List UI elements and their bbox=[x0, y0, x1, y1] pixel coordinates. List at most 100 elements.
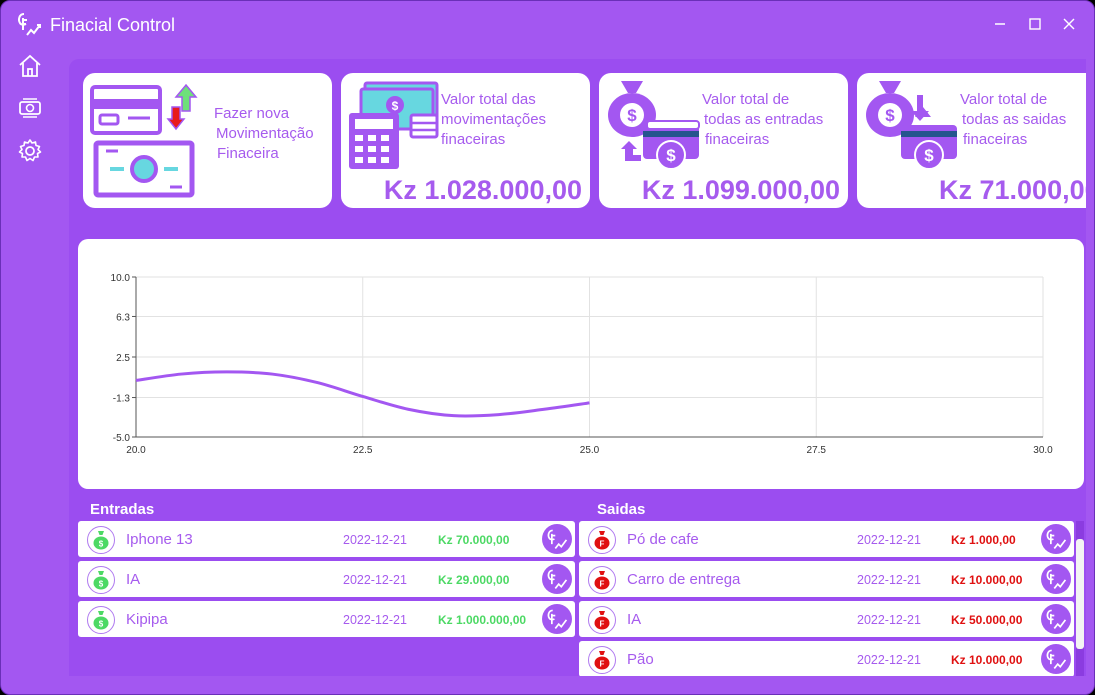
table-row[interactable]: $ Iphone 13 2022-12-21 Kz 70.000,00 bbox=[78, 521, 575, 557]
close-button[interactable] bbox=[1054, 9, 1084, 39]
money-bag-green-icon: $ bbox=[93, 571, 109, 590]
y-tick-label: -1.3 bbox=[113, 394, 131, 405]
chart-panel: 20.0 22.5 25.0 27.5 30.0 10.0 6.3 2.5 -1.3 -5.0 bbox=[78, 239, 1084, 489]
money-bag-red-icon-wrapper: F bbox=[588, 606, 616, 634]
money-bag-red-icon-wrapper: F bbox=[588, 646, 616, 674]
money-bag-green-icon: $ bbox=[93, 531, 109, 550]
transaction-name: IA bbox=[126, 571, 141, 588]
transaction-date: 2022-12-21 bbox=[343, 573, 407, 587]
maximize-button[interactable] bbox=[1020, 9, 1050, 39]
svg-text:F: F bbox=[600, 620, 605, 629]
y-tick-label: -5.0 bbox=[113, 433, 131, 444]
x-tick-label: 22.5 bbox=[353, 445, 373, 456]
transaction-date: 2022-12-21 bbox=[343, 533, 407, 547]
transaction-date: 2022-12-21 bbox=[857, 653, 921, 667]
card-title: Fazer nova Movimentação Finaceira bbox=[214, 105, 314, 162]
logo-icon bbox=[1046, 529, 1067, 549]
new-transaction-card[interactable]: Fazer nova Movimentação Finaceira bbox=[83, 73, 332, 208]
row-action-button[interactable] bbox=[542, 524, 572, 554]
total-expenses-card: $ $ Valor total de todas as saidas finac… bbox=[857, 73, 1086, 208]
card-title: Valor total das movimentações finaceiras bbox=[441, 91, 547, 148]
transaction-amount: Kz 10.000,00 bbox=[951, 653, 1023, 667]
transaction-amount: Kz 1.000,00 bbox=[951, 533, 1016, 547]
money-bag-green-icon-wrapper: $ bbox=[87, 526, 115, 554]
row-action-button[interactable] bbox=[542, 604, 572, 634]
maximize-icon bbox=[1029, 18, 1041, 30]
card-title: Valor total de todas as entradas finacei… bbox=[702, 91, 824, 148]
svg-text:F: F bbox=[600, 580, 605, 589]
table-row[interactable]: F Carro de entrega 2022-12-21 Kz 10.000,00 bbox=[579, 561, 1074, 597]
money-bag-red-icon: F bbox=[594, 531, 610, 550]
income-section-title: Entradas bbox=[90, 501, 155, 518]
logo-icon bbox=[547, 569, 568, 589]
money-bag-green-icon: $ bbox=[93, 611, 109, 630]
scrollbar-thumb[interactable] bbox=[1076, 539, 1084, 649]
money-bag-red-icon: F bbox=[594, 651, 610, 670]
row-action-button[interactable] bbox=[1041, 524, 1071, 554]
transaction-name: Pão bbox=[627, 651, 654, 668]
calculator-money-icon: $ bbox=[349, 81, 439, 169]
table-row[interactable]: $ Kipipa 2022-12-21 Kz 1.000.000,00 bbox=[78, 601, 575, 637]
minimize-button[interactable] bbox=[985, 9, 1015, 39]
minimize-icon bbox=[995, 23, 1005, 25]
svg-text:$: $ bbox=[99, 580, 104, 589]
svg-text:$: $ bbox=[392, 99, 399, 113]
income-money-bag-icon: $ $ bbox=[608, 81, 700, 170]
table-row[interactable]: F IA 2022-12-21 Kz 50.000,00 bbox=[579, 601, 1074, 637]
svg-text:F: F bbox=[600, 540, 605, 549]
series-line bbox=[135, 370, 590, 418]
table-row[interactable]: F Pó de cafe 2022-12-21 Kz 1.000,00 bbox=[579, 521, 1074, 557]
settings-button[interactable] bbox=[14, 135, 46, 167]
money-bag-red-icon-wrapper: F bbox=[588, 526, 616, 554]
transaction-date: 2022-12-21 bbox=[857, 573, 921, 587]
logo-icon bbox=[547, 529, 568, 549]
transaction-amount: Kz 10.000,00 bbox=[951, 573, 1023, 587]
gear-icon bbox=[18, 139, 42, 162]
money-bag-red-icon: F bbox=[594, 611, 610, 630]
transaction-date: 2022-12-21 bbox=[857, 533, 921, 547]
table-row[interactable]: $ IA 2022-12-21 Kz 29.000,00 bbox=[78, 561, 575, 597]
title-bar: Finacial Control bbox=[1, 1, 1094, 47]
total-expenses-value: Kz 71.000,00 bbox=[939, 175, 1086, 205]
svg-text:$: $ bbox=[99, 540, 104, 549]
money-bag-red-icon-wrapper: F bbox=[588, 566, 616, 594]
window-title: Finacial Control bbox=[50, 15, 176, 35]
svg-text:F: F bbox=[600, 660, 605, 669]
transaction-name: Pó de cafe bbox=[627, 531, 699, 548]
transaction-amount: Kz 1.000.000,00 bbox=[438, 613, 527, 627]
finance-button[interactable] bbox=[14, 92, 46, 124]
transaction-amount: Kz 29.000,00 bbox=[438, 573, 510, 587]
x-tick-label: 25.0 bbox=[580, 445, 600, 456]
money-bag-green-icon-wrapper: $ bbox=[87, 606, 115, 634]
svg-text:$: $ bbox=[924, 146, 934, 165]
money-icon bbox=[19, 98, 41, 118]
x-tick-label: 30.0 bbox=[1033, 445, 1053, 456]
transaction-amount: Kz 50.000,00 bbox=[951, 613, 1023, 627]
logo-icon bbox=[1046, 609, 1067, 629]
transaction-name: Kipipa bbox=[126, 611, 168, 628]
transaction-name: IA bbox=[627, 611, 642, 628]
home-button[interactable] bbox=[14, 50, 46, 82]
y-tick-label: 6.3 bbox=[116, 312, 130, 323]
svg-text:$: $ bbox=[666, 146, 676, 165]
table-row[interactable]: F Pão 2022-12-21 Kz 10.000,00 bbox=[579, 641, 1074, 676]
x-tick-label: 20.0 bbox=[126, 445, 146, 456]
svg-text:$: $ bbox=[885, 106, 895, 125]
svg-text:$: $ bbox=[627, 106, 637, 125]
money-bag-red-icon: F bbox=[594, 571, 610, 590]
main-content: Fazer nova Movimentação Finaceira $ bbox=[69, 59, 1086, 676]
line-chart: 20.0 22.5 25.0 27.5 30.0 10.0 6.3 2.5 -1.3 -5.0 bbox=[111, 273, 1054, 456]
money-bag-green-icon-wrapper: $ bbox=[87, 566, 115, 594]
transaction-illustration-icon bbox=[90, 83, 198, 198]
row-action-button[interactable] bbox=[542, 564, 572, 594]
logo-icon bbox=[18, 13, 41, 36]
row-action-button[interactable] bbox=[1041, 564, 1071, 594]
row-action-button[interactable] bbox=[1041, 604, 1071, 634]
close-icon bbox=[1063, 18, 1075, 30]
transaction-name: Iphone 13 bbox=[126, 531, 193, 548]
total-income-card: $ $ Valor total de todas as entradas fin… bbox=[599, 73, 848, 208]
row-action-button[interactable] bbox=[1041, 644, 1071, 674]
transaction-date: 2022-12-21 bbox=[857, 613, 921, 627]
home-icon bbox=[19, 54, 41, 77]
